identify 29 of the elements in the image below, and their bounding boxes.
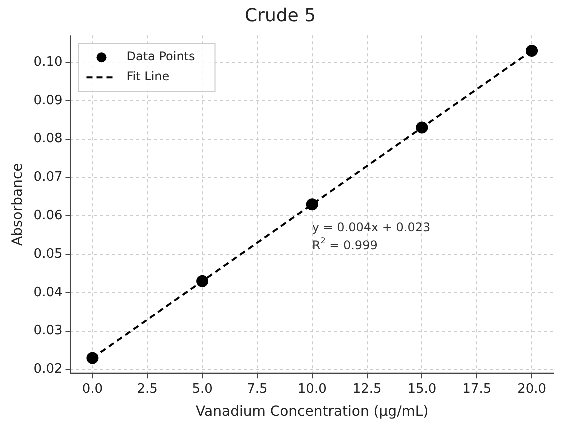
chart-title: Crude 5 bbox=[244, 5, 316, 26]
x-tick-label: 17.5 bbox=[462, 382, 492, 397]
x-tick-label: 20.0 bbox=[518, 382, 547, 397]
point bbox=[526, 44, 538, 57]
y-tick-label: 0.04 bbox=[34, 285, 63, 300]
point bbox=[196, 275, 209, 288]
x-axis-title: Vanadium Concentration (µg/mL) bbox=[196, 404, 429, 420]
x-tick-label: 15.0 bbox=[408, 382, 437, 397]
x-tick-label: 7.5 bbox=[247, 382, 268, 397]
x-tick-label: 12.5 bbox=[352, 382, 382, 397]
legend-label: Fit Line bbox=[126, 70, 170, 84]
annotation: y = 0.004x + 0.023 bbox=[312, 220, 431, 234]
y-tick-label: 0.09 bbox=[34, 93, 63, 108]
x-tick-label: 0.0 bbox=[82, 382, 104, 397]
y-tick-label: 0.05 bbox=[34, 246, 63, 262]
point bbox=[86, 352, 99, 364]
legend-label: Data Points bbox=[126, 50, 196, 64]
y-tick-label: 0.08 bbox=[34, 132, 63, 147]
x-tick-label: 2.5 bbox=[137, 382, 158, 397]
x-tick-label: 5.0 bbox=[192, 382, 213, 397]
y-tick-label: 0.02 bbox=[34, 362, 63, 378]
x-tick-label: 10.0 bbox=[298, 382, 327, 397]
y-tick-label: 0.06 bbox=[34, 208, 63, 224]
y-axis-title: Absorbance bbox=[10, 163, 26, 246]
y-tick-label: 0.07 bbox=[34, 170, 63, 186]
y-tick-label: 0.10 bbox=[34, 54, 63, 70]
point bbox=[416, 122, 428, 134]
point bbox=[306, 198, 318, 211]
y-tick-label: 0.03 bbox=[34, 324, 63, 339]
